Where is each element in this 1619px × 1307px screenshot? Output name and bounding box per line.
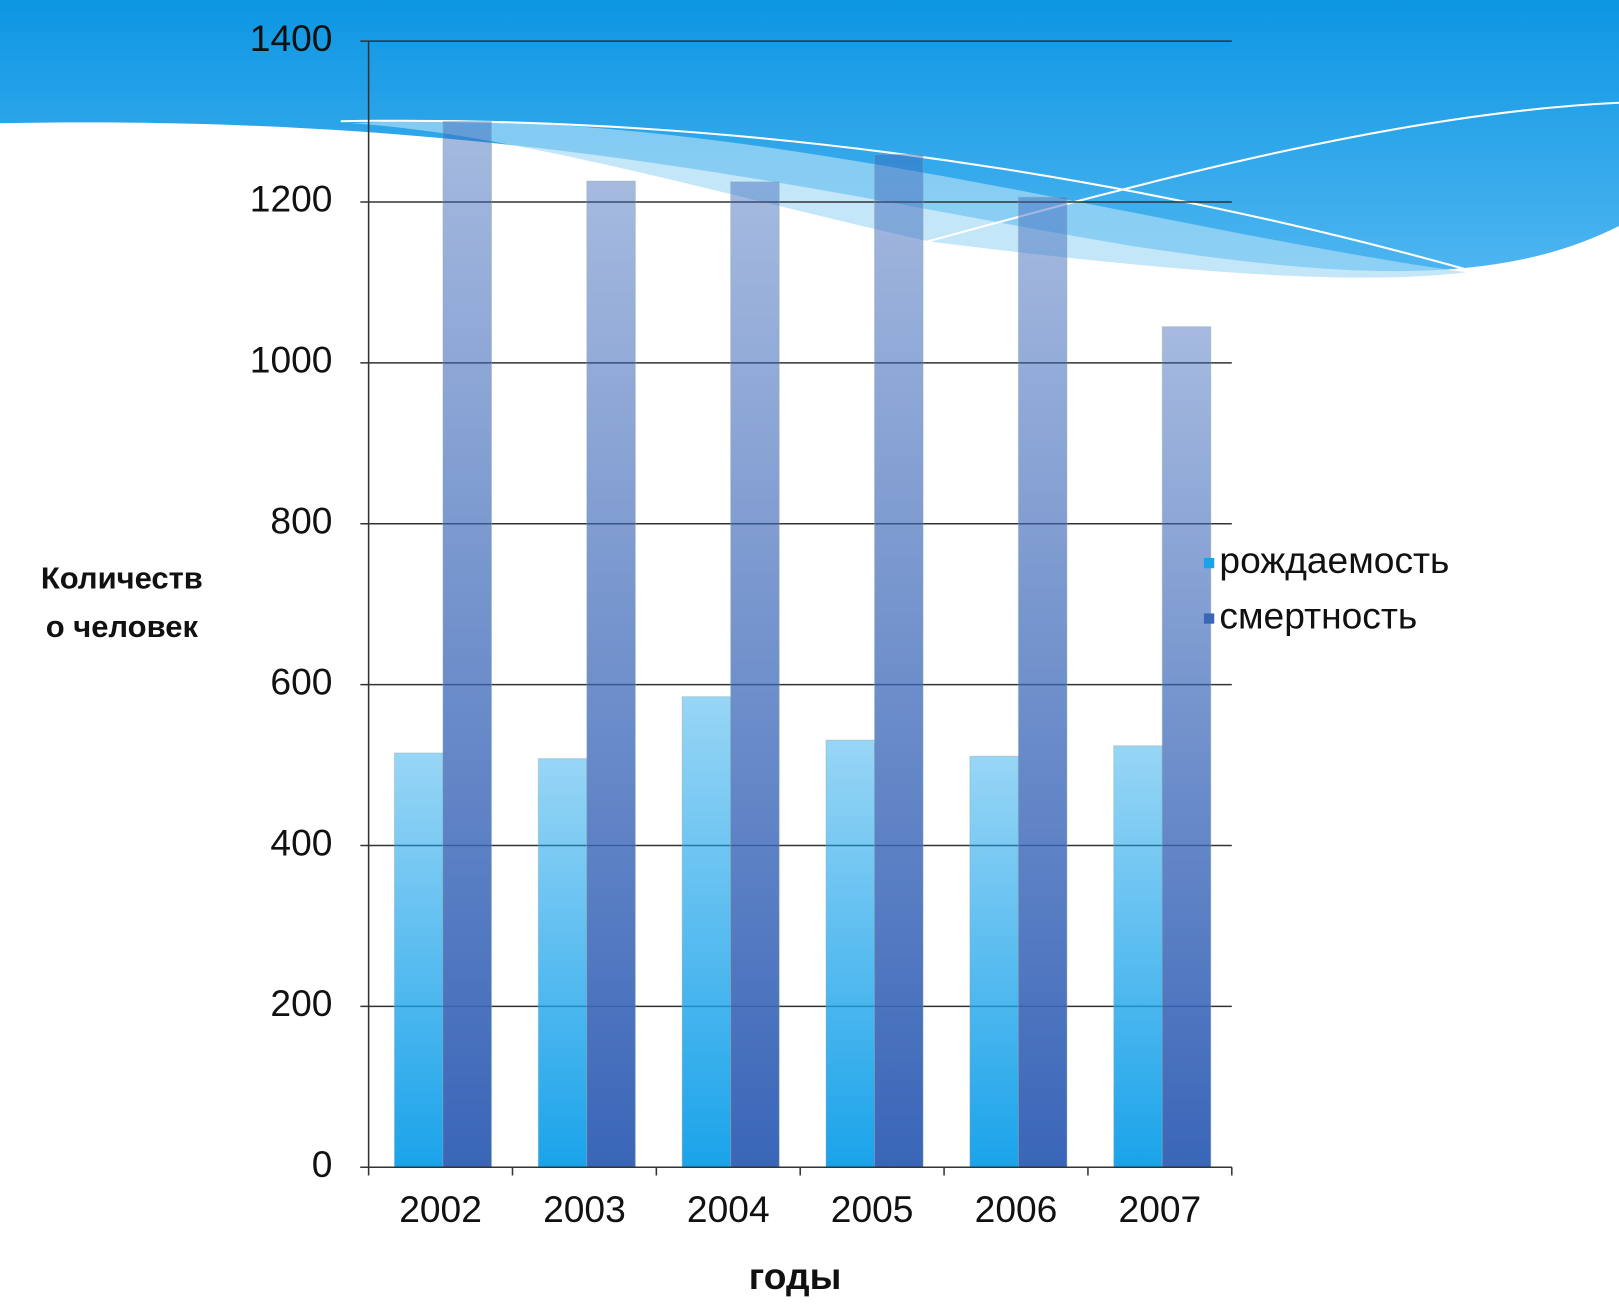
legend-label: смертность xyxy=(1219,594,1417,636)
x-tick-label: 2003 xyxy=(543,1188,626,1230)
bar xyxy=(537,758,588,1168)
bar xyxy=(586,180,636,1168)
bar xyxy=(874,154,924,1168)
bar xyxy=(1161,326,1212,1168)
x-tick-label: 2004 xyxy=(687,1188,770,1230)
y-tick-label: 600 xyxy=(270,660,332,702)
y-tick-label: 200 xyxy=(270,982,332,1024)
y-tick-label: 0 xyxy=(312,1143,333,1185)
bar xyxy=(1113,745,1163,1168)
bar xyxy=(969,755,1019,1168)
x-tick-label: 2005 xyxy=(831,1188,914,1230)
x-tick-label: 2002 xyxy=(399,1188,482,1230)
bar xyxy=(393,752,444,1168)
y-tick-label: 400 xyxy=(270,821,332,863)
y-tick-label: 1000 xyxy=(250,339,333,381)
bar xyxy=(681,696,732,1168)
y-tick-label: 800 xyxy=(270,500,332,542)
legend-swatch xyxy=(1203,613,1215,624)
x-tick-label: 2006 xyxy=(975,1188,1058,1230)
bar xyxy=(442,121,492,1168)
y-axis-label: Количеств xyxy=(41,561,203,596)
wave-line xyxy=(908,101,1619,248)
y-tick-label: 1400 xyxy=(250,17,333,59)
bar xyxy=(730,181,780,1168)
x-axis-label: годы xyxy=(749,1255,842,1297)
bar xyxy=(825,739,876,1168)
legend-swatch xyxy=(1203,557,1215,569)
header-wave xyxy=(0,0,1619,272)
y-axis-label: о человек xyxy=(46,609,199,644)
y-tick-label: 1200 xyxy=(250,178,333,220)
bar xyxy=(1017,196,1068,1168)
legend-label: рождаемость xyxy=(1219,539,1449,581)
x-tick-label: 2007 xyxy=(1119,1188,1202,1230)
wave-line xyxy=(340,119,1477,274)
